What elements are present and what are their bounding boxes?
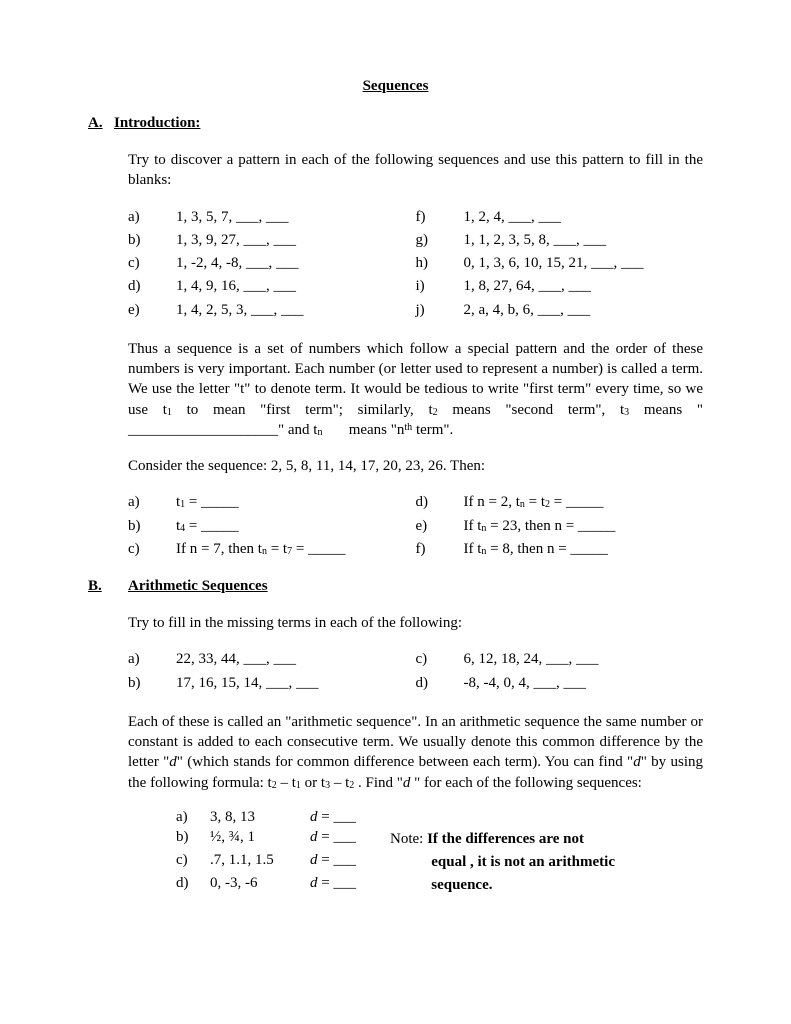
section-b-body: Try to fill in the missing terms in each… [128,613,703,896]
section-a-para2: Thus a sequence is a set of numbers whic… [128,339,703,440]
item-d: d = ___ [310,809,390,826]
page-title: Sequences [88,78,703,95]
item-content: If tn = 23, then n = _____ [464,516,704,536]
item-label: c) [176,852,210,872]
item-seq: 0, -3, -6 [210,875,310,895]
item-note: sequence. [390,875,703,895]
item-content: 1, 4, 2, 5, 3, ___, ___ [176,300,416,320]
item-content: t4 = _____ [176,516,416,536]
item-label: g) [416,230,464,250]
section-a-body: Try to discover a pattern in each of the… [128,150,703,562]
section-a-heading: Introduction: [114,115,200,132]
item-label: b) [128,673,176,693]
item-content: If n = 7, then tn = t7 = _____ [176,539,416,559]
item-content: 1, 3, 9, 27, ___, ___ [176,230,416,250]
item-note: Note: If the differences are not [390,829,703,849]
item-label: f) [416,539,464,559]
section-a-letter: A. [88,115,114,132]
item-content: 1, 1, 2, 3, 5, 8, ___, ___ [464,230,704,250]
item-d: d = ___ [310,829,390,849]
section-a-list: a)1, 3, 5, 7, ___, ___ b)1, 3, 9, 27, __… [128,207,703,323]
item-content: 1, -2, 4, -8, ___, ___ [176,253,416,273]
section-b-heading: Arithmetic Sequences [128,578,268,595]
item-content: 1, 3, 5, 7, ___, ___ [176,207,416,227]
item-label: a) [128,207,176,227]
item-note [390,809,703,826]
item-content: 1, 8, 27, 64, ___, ___ [464,276,704,296]
item-label: b) [128,230,176,250]
item-content: t1 = _____ [176,492,416,512]
item-content: 22, 33, 44, ___, ___ [176,649,416,669]
item-content: 2, a, 4, b, 6, ___, ___ [464,300,704,320]
item-label: h) [416,253,464,273]
item-note: equal , it is not an arithmetic [390,852,703,872]
item-label: a) [128,492,176,512]
item-seq: .7, 1.1, 1.5 [210,852,310,872]
item-label: d) [176,875,210,895]
item-label: c) [128,539,176,559]
item-content: -8, -4, 0, 4, ___, ___ [464,673,704,693]
item-label: b) [128,516,176,536]
section-b-list: a)22, 33, 44, ___, ___ b)17, 16, 15, 14,… [128,649,703,696]
item-content: If n = 2, tn = t2 = _____ [464,492,704,512]
item-label: c) [128,253,176,273]
section-a-intro: Try to discover a pattern in each of the… [128,150,703,191]
section-b-intro: Try to fill in the missing terms in each… [128,613,703,633]
item-seq: ½, ¾, 1 [210,829,310,849]
page: Sequences A. Introduction: Try to discov… [0,0,791,936]
item-content: 1, 2, 4, ___, ___ [464,207,704,227]
item-label: d) [416,673,464,693]
item-content: 6, 12, 18, 24, ___, ___ [464,649,704,669]
item-seq: 3, 8, 13 [210,809,310,826]
section-b-head: B. Arithmetic Sequences [88,578,703,595]
item-label: f) [416,207,464,227]
item-label: a) [176,809,210,826]
section-b-letter: B. [88,578,114,595]
item-label: d) [128,276,176,296]
item-label: c) [416,649,464,669]
item-label: e) [128,300,176,320]
section-b-para2: Each of these is called an "arithmetic s… [128,712,703,793]
item-content: 0, 1, 3, 6, 10, 15, 21, ___, ___ [464,253,704,273]
item-content: If tn = 8, then n = _____ [464,539,704,559]
section-a-qlist: a)t1 = _____ b)t4 = _____ c)If n = 7, th… [128,492,703,562]
item-label: e) [416,516,464,536]
d-list: a) 3, 8, 13 d = ___ b) ½, ¾, 1 d = ___ N… [176,809,703,896]
item-label: j) [416,300,464,320]
item-d: d = ___ [310,875,390,895]
section-a-consider: Consider the sequence: 2, 5, 8, 11, 14, … [128,456,703,476]
item-label: i) [416,276,464,296]
item-label: a) [128,649,176,669]
section-a-head: A. Introduction: [88,115,703,132]
item-content: 17, 16, 15, 14, ___, ___ [176,673,416,693]
item-d: d = ___ [310,852,390,872]
item-label: d) [416,492,464,512]
item-label: b) [176,829,210,849]
item-content: 1, 4, 9, 16, ___, ___ [176,276,416,296]
